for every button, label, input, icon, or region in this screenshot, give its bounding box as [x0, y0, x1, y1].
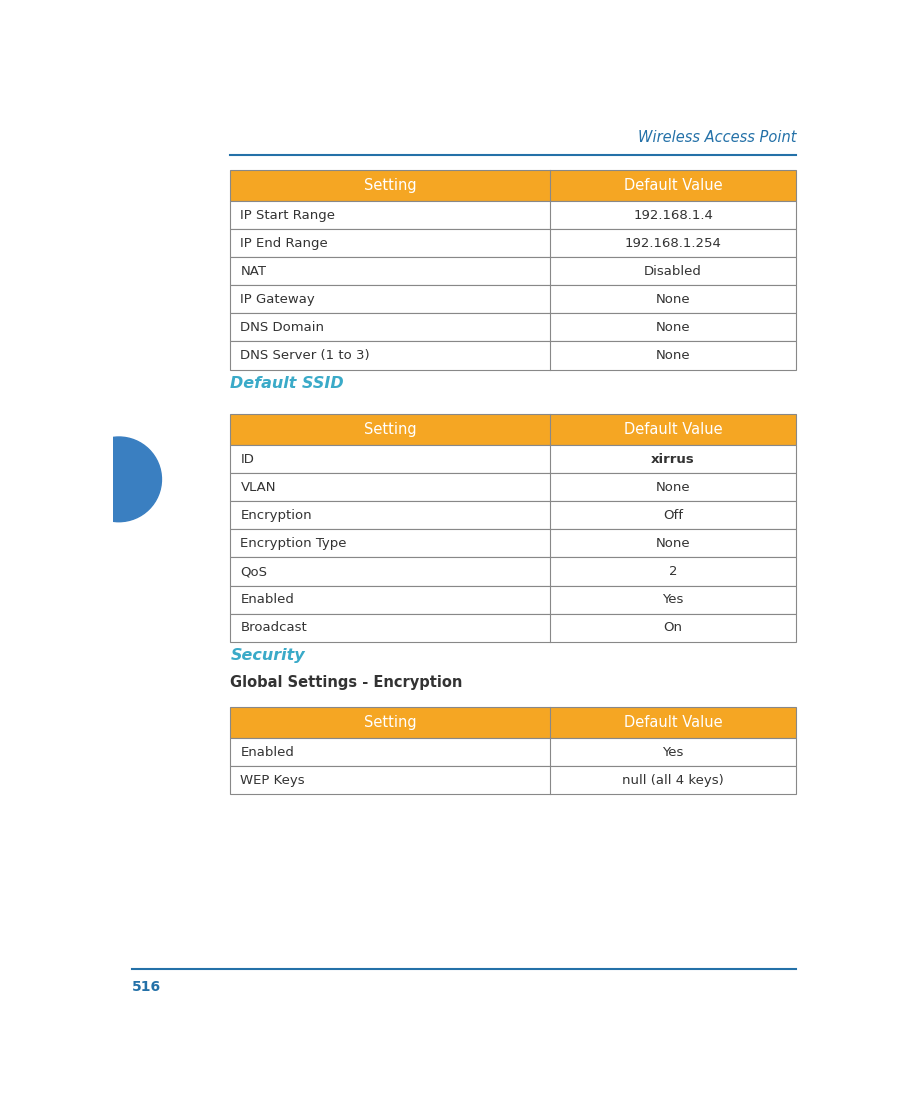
Text: WEP Keys: WEP Keys [241, 774, 305, 787]
Bar [231, 170, 796, 201]
Bar [231, 557, 796, 586]
Text: 192.168.1.4: 192.168.1.4 [633, 209, 713, 222]
Bar [231, 502, 796, 529]
Text: IP Start Range: IP Start Range [241, 209, 335, 222]
Text: 516: 516 [132, 980, 161, 995]
Text: Default SSID: Default SSID [231, 376, 344, 391]
Circle shape [77, 437, 161, 522]
Text: Broadcast: Broadcast [241, 622, 307, 634]
Text: On: On [664, 622, 683, 634]
Bar [231, 229, 796, 258]
Text: Enabled: Enabled [241, 593, 295, 606]
Text: Default Value: Default Value [623, 178, 723, 193]
Text: null (all 4 keys): null (all 4 keys) [623, 774, 724, 787]
Bar [231, 738, 796, 766]
Text: VLAN: VLAN [241, 481, 276, 494]
Text: 192.168.1.254: 192.168.1.254 [624, 236, 722, 250]
Text: DNS Domain: DNS Domain [241, 321, 324, 334]
Text: Encryption Type: Encryption Type [241, 537, 347, 549]
Bar [231, 342, 796, 370]
Bar [231, 201, 796, 229]
Text: Default Value: Default Value [623, 422, 723, 437]
Bar [231, 313, 796, 342]
Bar [231, 473, 796, 502]
Text: None: None [656, 349, 690, 362]
Text: Default Value: Default Value [623, 715, 723, 730]
Text: None: None [656, 481, 690, 494]
Bar [231, 707, 796, 738]
Text: NAT: NAT [241, 264, 267, 278]
Text: Wireless Access Point: Wireless Access Point [638, 130, 796, 144]
Text: Yes: Yes [662, 746, 684, 758]
Text: Global Settings - Encryption: Global Settings - Encryption [231, 675, 463, 690]
Bar [231, 445, 796, 473]
Text: DNS Server (1 to 3): DNS Server (1 to 3) [241, 349, 370, 362]
Bar [231, 766, 796, 795]
Text: xirrus: xirrus [651, 453, 695, 465]
Text: None: None [656, 293, 690, 306]
Text: Setting: Setting [364, 715, 416, 730]
Text: Setting: Setting [364, 422, 416, 437]
Bar [231, 529, 796, 557]
Text: Encryption: Encryption [241, 508, 312, 522]
Text: None: None [656, 537, 690, 549]
Text: Setting: Setting [364, 178, 416, 193]
Text: Security: Security [231, 648, 305, 664]
Bar [231, 258, 796, 285]
Text: Yes: Yes [662, 593, 684, 606]
Text: Enabled: Enabled [241, 746, 295, 758]
Text: QoS: QoS [241, 565, 268, 578]
Bar [231, 414, 796, 445]
Text: Off: Off [663, 508, 683, 522]
Text: ID: ID [241, 453, 254, 465]
Text: None: None [656, 321, 690, 334]
Text: IP Gateway: IP Gateway [241, 293, 315, 306]
Bar [231, 614, 796, 642]
Text: 2: 2 [669, 565, 678, 578]
Text: IP End Range: IP End Range [241, 236, 328, 250]
Bar [231, 285, 796, 313]
Bar [231, 586, 796, 614]
Text: Disabled: Disabled [644, 264, 702, 278]
